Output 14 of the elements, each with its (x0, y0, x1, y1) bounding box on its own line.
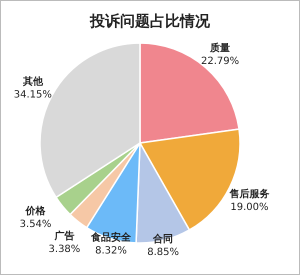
data-label: 8.32% (95, 246, 127, 257)
slice-label: 质量 (209, 42, 230, 54)
slice-label: 广告 (53, 230, 74, 242)
chart-title: 投诉问题占比情况 (89, 12, 211, 30)
data-label: 3.38% (48, 244, 80, 255)
slice-label: 合同 (152, 233, 174, 246)
slice-label: 其他 (22, 76, 44, 88)
data-label: 8.85% (147, 247, 180, 258)
data-label: 19.00% (230, 202, 269, 213)
slice-label: 售后服务 (228, 188, 270, 200)
data-label: 22.79% (200, 56, 240, 67)
slice-label: 价格 (24, 205, 47, 218)
data-label: 3.54% (20, 219, 52, 230)
data-label: 34.15% (14, 90, 52, 101)
